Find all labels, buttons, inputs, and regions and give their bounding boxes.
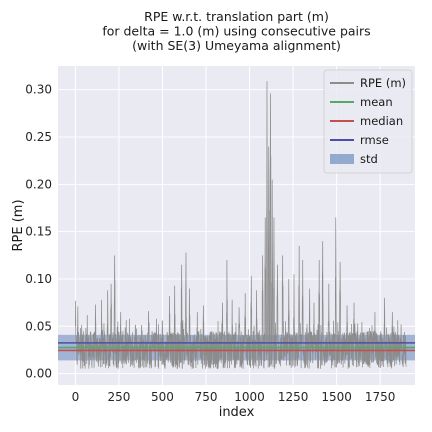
y-axis-ticks: 0.00 0.05 0.10 0.15 0.20 0.25 0.30 <box>25 83 52 381</box>
y-tick-label: 0.10 <box>25 272 52 286</box>
y-tick-label: 0.15 <box>25 225 52 239</box>
y-tick-label: 0.05 <box>25 319 52 333</box>
x-tick-label: 250 <box>107 390 130 404</box>
legend: RPE (m) mean median rmse std <box>323 69 413 174</box>
x-tick-label: 1000 <box>234 390 265 404</box>
x-axis-label: index <box>219 405 255 420</box>
x-tick-label: 1750 <box>365 390 396 404</box>
title-line: (with SE(3) Umeyama alignment) <box>132 38 341 53</box>
legend-label: mean <box>360 95 393 109</box>
chart-title: RPE w.r.t. translation part (m)for delta… <box>102 9 370 53</box>
legend-box <box>323 69 413 174</box>
legend-label: rmse <box>360 133 389 147</box>
legend-label: std <box>360 152 378 166</box>
x-axis-ticks: 0 250 500 750 1000 1250 1500 1750 <box>72 390 396 404</box>
legend-swatch <box>330 154 354 164</box>
y-tick-label: 0.25 <box>25 130 52 144</box>
y-tick-label: 0.20 <box>25 177 52 191</box>
y-axis-label: RPE (m) <box>11 199 26 251</box>
title-line: for delta = 1.0 (m) using consecutive pa… <box>102 24 370 39</box>
x-tick-label: 750 <box>195 390 218 404</box>
legend-label: RPE (m) <box>360 76 406 90</box>
rpe-line <box>75 81 407 370</box>
x-tick-label: 500 <box>151 390 174 404</box>
legend-label: median <box>360 114 403 128</box>
stat-lines <box>58 342 415 352</box>
x-tick-label: 0 <box>72 390 80 404</box>
x-tick-label: 1250 <box>278 390 309 404</box>
y-tick-label: 0.00 <box>25 367 52 381</box>
x-tick-label: 1500 <box>321 390 352 404</box>
title-line: RPE w.r.t. translation part (m) <box>144 9 329 24</box>
rpe-series <box>75 81 407 370</box>
y-tick-label: 0.30 <box>25 83 52 97</box>
